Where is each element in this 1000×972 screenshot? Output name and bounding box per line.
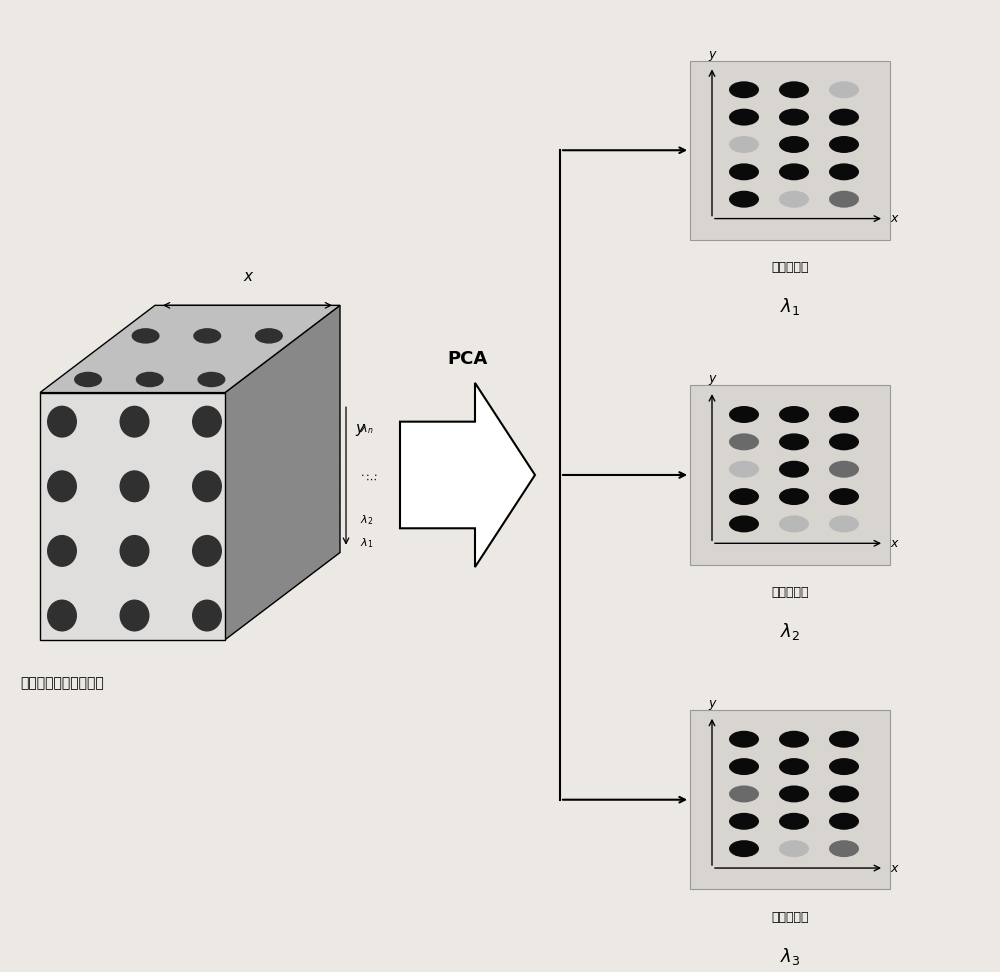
Ellipse shape — [779, 731, 809, 747]
Ellipse shape — [779, 163, 809, 181]
Ellipse shape — [779, 109, 809, 125]
Ellipse shape — [779, 813, 809, 830]
Ellipse shape — [729, 109, 759, 125]
Text: y: y — [708, 697, 716, 710]
Ellipse shape — [729, 406, 759, 423]
Ellipse shape — [829, 731, 859, 747]
Ellipse shape — [729, 163, 759, 181]
Ellipse shape — [829, 461, 859, 477]
Ellipse shape — [829, 136, 859, 153]
Ellipse shape — [779, 82, 809, 98]
Ellipse shape — [120, 470, 150, 503]
Ellipse shape — [829, 488, 859, 505]
Ellipse shape — [255, 329, 283, 344]
Ellipse shape — [829, 515, 859, 533]
Ellipse shape — [829, 82, 859, 98]
Ellipse shape — [729, 813, 759, 830]
Ellipse shape — [729, 758, 759, 775]
Ellipse shape — [779, 785, 809, 803]
Text: $\lambda_2$: $\lambda_2$ — [360, 513, 373, 527]
Ellipse shape — [197, 371, 225, 387]
Text: $\cdots$: $\cdots$ — [365, 473, 377, 483]
Text: $\lambda_1$: $\lambda_1$ — [360, 536, 373, 550]
Ellipse shape — [829, 434, 859, 450]
Ellipse shape — [132, 329, 160, 344]
Ellipse shape — [120, 600, 150, 632]
Ellipse shape — [47, 405, 77, 437]
Ellipse shape — [729, 731, 759, 747]
Ellipse shape — [829, 785, 859, 803]
Ellipse shape — [829, 191, 859, 208]
Ellipse shape — [192, 470, 222, 503]
Ellipse shape — [729, 434, 759, 450]
Ellipse shape — [192, 405, 222, 437]
Text: $\lambda_2$: $\lambda_2$ — [780, 621, 800, 642]
Ellipse shape — [192, 600, 222, 632]
Ellipse shape — [192, 535, 222, 567]
Ellipse shape — [779, 758, 809, 775]
Ellipse shape — [779, 191, 809, 208]
Ellipse shape — [729, 191, 759, 208]
Ellipse shape — [829, 840, 859, 857]
Text: 单波长图像: 单波长图像 — [771, 586, 809, 599]
Ellipse shape — [47, 470, 77, 503]
Text: 单波长图像: 单波长图像 — [771, 911, 809, 923]
Text: x: x — [890, 861, 897, 875]
Ellipse shape — [120, 535, 150, 567]
Ellipse shape — [729, 488, 759, 505]
Ellipse shape — [729, 515, 759, 533]
Ellipse shape — [120, 405, 150, 437]
Text: y: y — [708, 48, 716, 60]
Ellipse shape — [779, 136, 809, 153]
Polygon shape — [225, 305, 340, 640]
FancyBboxPatch shape — [690, 710, 890, 889]
Ellipse shape — [829, 406, 859, 423]
Text: x: x — [890, 212, 897, 226]
Ellipse shape — [136, 371, 164, 387]
Polygon shape — [400, 383, 535, 567]
Text: $\lambda_1$: $\lambda_1$ — [780, 296, 800, 317]
Polygon shape — [40, 305, 340, 393]
Text: y: y — [355, 422, 364, 436]
Ellipse shape — [779, 434, 809, 450]
Ellipse shape — [779, 515, 809, 533]
Text: $\cdot\cdot\cdot$: $\cdot\cdot\cdot$ — [360, 469, 378, 479]
Ellipse shape — [729, 840, 759, 857]
Ellipse shape — [729, 785, 759, 803]
Ellipse shape — [829, 109, 859, 125]
Ellipse shape — [729, 82, 759, 98]
Ellipse shape — [47, 535, 77, 567]
Ellipse shape — [779, 461, 809, 477]
Text: PCA: PCA — [447, 350, 488, 368]
Ellipse shape — [779, 488, 809, 505]
Ellipse shape — [829, 163, 859, 181]
Ellipse shape — [47, 600, 77, 632]
Polygon shape — [40, 393, 225, 640]
Ellipse shape — [74, 371, 102, 387]
Ellipse shape — [193, 329, 221, 344]
Text: 单波长图像: 单波长图像 — [771, 261, 809, 274]
Ellipse shape — [779, 840, 809, 857]
Text: $\lambda_n$: $\lambda_n$ — [360, 422, 373, 435]
Text: $\lambda_3$: $\lambda_3$ — [780, 946, 800, 966]
FancyBboxPatch shape — [690, 60, 890, 240]
Ellipse shape — [729, 136, 759, 153]
Text: x: x — [890, 537, 897, 550]
Ellipse shape — [779, 406, 809, 423]
Text: x: x — [243, 269, 252, 284]
FancyBboxPatch shape — [690, 385, 890, 565]
Ellipse shape — [829, 813, 859, 830]
Ellipse shape — [829, 758, 859, 775]
Text: 高光谱图像三维数据块: 高光谱图像三维数据块 — [20, 677, 104, 690]
Ellipse shape — [729, 461, 759, 477]
Text: y: y — [708, 372, 716, 385]
